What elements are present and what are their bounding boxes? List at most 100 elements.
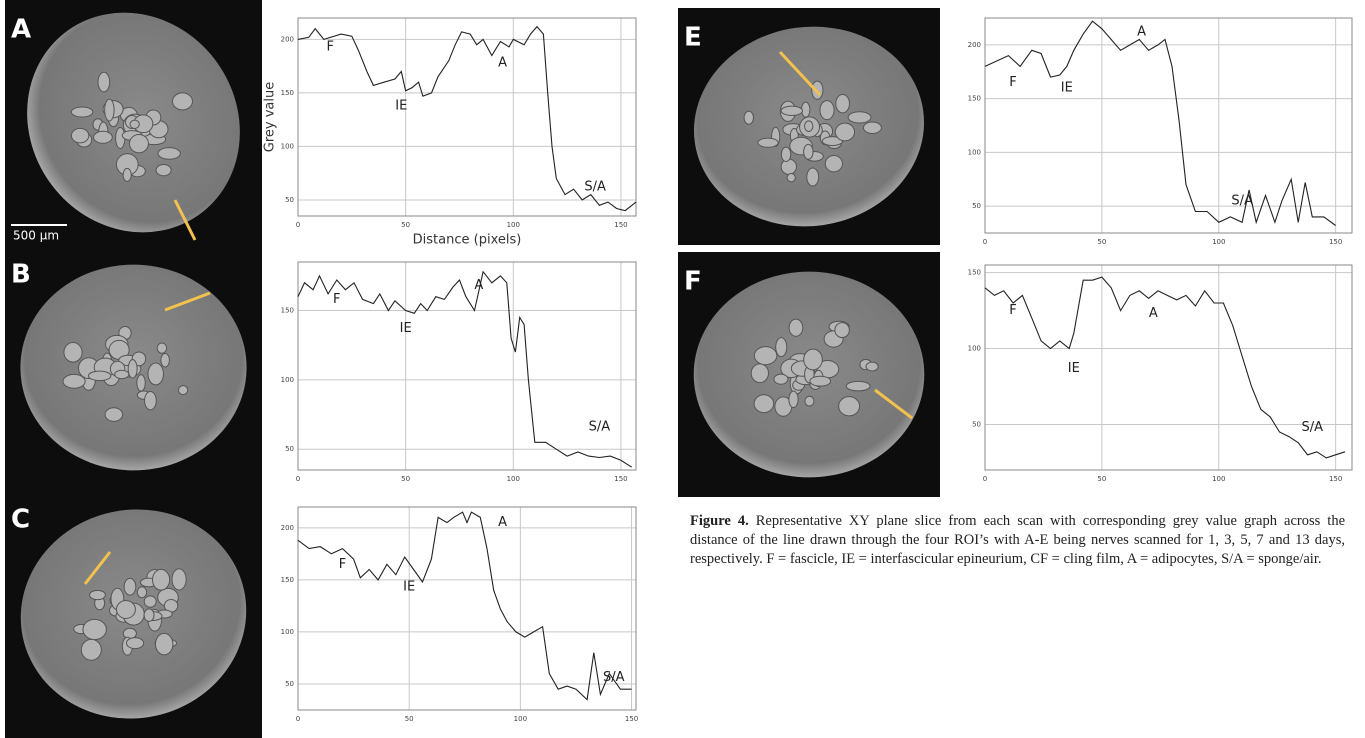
fascicle	[743, 110, 754, 125]
x-tick-label: 100	[507, 221, 520, 229]
fascicle	[750, 363, 769, 384]
fascicle	[834, 322, 850, 339]
fascicle	[104, 407, 124, 422]
annotation: IE	[1068, 361, 1080, 376]
fascicle	[757, 137, 779, 148]
x-tick-label: 0	[983, 238, 987, 246]
plot-frame	[297, 506, 637, 711]
fascicle	[775, 337, 788, 358]
x-tick-label: 0	[296, 715, 300, 723]
fascicle	[780, 146, 792, 162]
y-tick-label: 50	[285, 680, 294, 688]
annotation: A	[1149, 306, 1158, 321]
annotation: F	[333, 292, 340, 307]
fascicle	[803, 348, 823, 371]
x-axis-label: Distance (pixels)	[413, 233, 522, 248]
fascicle	[806, 167, 820, 187]
annotation: S/A	[1301, 420, 1323, 435]
x-tick-label: 0	[296, 475, 300, 483]
fascicle	[122, 627, 137, 640]
x-tick-label: 150	[614, 221, 627, 229]
fascicle	[171, 568, 187, 591]
y-tick-label: 150	[281, 89, 294, 97]
annotation: F	[1009, 303, 1016, 318]
fascicle	[143, 608, 155, 622]
annotation: IE	[1061, 80, 1073, 95]
fascicle	[129, 119, 140, 129]
y-tick-label: 50	[285, 445, 294, 453]
fascicle	[803, 143, 814, 160]
roi-line	[778, 50, 822, 97]
fascicle	[865, 361, 879, 372]
x-tick-label: 50	[1097, 238, 1106, 246]
fascicle	[80, 638, 102, 661]
y-tick-label: 200	[281, 524, 294, 532]
fascicle	[157, 147, 181, 160]
annotation: A	[474, 278, 483, 293]
annotation: F	[1009, 75, 1016, 90]
x-tick-label: 50	[401, 221, 410, 229]
panel-label: A	[11, 15, 31, 45]
fascicle	[780, 158, 797, 175]
annotation: IE	[395, 98, 407, 113]
fascicle	[70, 127, 90, 144]
roi-line	[173, 199, 197, 241]
x-tick-label: 150	[1329, 475, 1342, 483]
plot-frame	[297, 261, 637, 471]
fascicle	[788, 390, 799, 409]
roi-line	[874, 388, 913, 420]
caption-text: Representative XY plane slice from each …	[690, 513, 1346, 567]
fascicle	[804, 395, 815, 407]
roi-line	[83, 551, 112, 585]
plot-frame	[984, 17, 1353, 234]
panel-label: E	[684, 23, 702, 53]
fascicle	[89, 589, 106, 601]
fascicle	[70, 106, 94, 118]
fascicle	[824, 155, 843, 173]
fascicle	[753, 346, 778, 366]
plot-frame	[297, 17, 637, 217]
y-tick-label: 200	[968, 41, 981, 49]
y-tick-label: 150	[968, 269, 981, 277]
fascicle	[155, 164, 172, 177]
fascicle	[93, 130, 113, 144]
fascicle	[144, 390, 157, 411]
fascicle	[809, 375, 832, 387]
fascicle	[838, 396, 861, 417]
plot-frame	[984, 264, 1353, 471]
grey-value-line	[297, 25, 637, 212]
caption-label: Figure 4.	[690, 513, 749, 529]
x-tick-label: 50	[405, 715, 414, 723]
annotation: F	[327, 39, 334, 54]
fascicle	[136, 586, 148, 599]
y-tick-label: 150	[968, 95, 981, 103]
y-axis-label: Grey value	[263, 82, 278, 152]
scale-bar-label: 500 µm	[13, 229, 59, 243]
annotation: F	[339, 557, 346, 572]
fascicle	[834, 122, 856, 142]
annotation: IE	[403, 580, 415, 595]
grey-value-line	[984, 20, 1336, 226]
annotation: A	[498, 55, 507, 70]
fascicle	[845, 380, 871, 392]
y-tick-label: 100	[968, 148, 981, 156]
y-tick-label: 150	[281, 307, 294, 315]
fascicle	[847, 111, 872, 124]
annotation: S/A	[603, 670, 625, 685]
y-tick-label: 150	[281, 576, 294, 584]
x-tick-label: 100	[514, 715, 527, 723]
grey-value-line	[297, 270, 632, 468]
fascicle	[154, 632, 174, 656]
fascicle	[125, 637, 145, 650]
fascicle	[62, 373, 86, 389]
y-tick-label: 50	[285, 196, 294, 204]
fascicle	[143, 595, 157, 608]
grey-value-line	[297, 511, 632, 701]
annotation: IE	[400, 321, 412, 336]
y-tick-label: 50	[972, 202, 981, 210]
x-tick-label: 0	[296, 221, 300, 229]
panel-label: C	[11, 505, 30, 535]
caption: Figure 4. Representative XY plane slice …	[690, 512, 1345, 569]
fascicle	[123, 577, 137, 596]
